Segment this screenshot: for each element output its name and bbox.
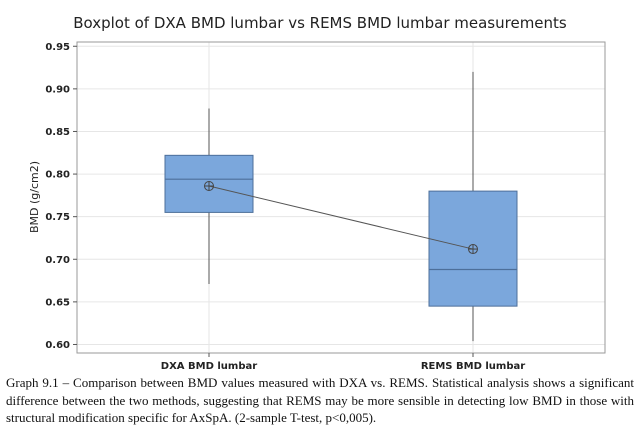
y-tick-label: 0.60 xyxy=(45,340,70,351)
y-axis-ticks: 0.60 0.65 0.70 0.75 0.80 0.85 0.90 0.95 xyxy=(45,42,77,351)
boxplot-figure: Boxplot of DXA BMD lumbar vs REMS BMD lu… xyxy=(28,14,606,370)
y-tick-label: 0.75 xyxy=(45,212,70,223)
y-tick-label: 0.65 xyxy=(45,297,70,308)
plot-frame xyxy=(76,41,606,354)
y-tick-label: 0.85 xyxy=(45,127,70,138)
y-axis-label: BMD (g/cm2) xyxy=(28,161,41,233)
y-tick-label: 0.80 xyxy=(45,170,70,181)
y-tick-label: 0.90 xyxy=(45,84,70,95)
x-tick-label: REMS BMD lumbar xyxy=(421,361,525,370)
mean-marker xyxy=(204,180,214,191)
boxplot-chart: Boxplot of DXA BMD lumbar vs REMS BMD lu… xyxy=(28,14,606,370)
y-tick-label: 0.95 xyxy=(45,42,70,53)
chart-title: Boxplot of DXA BMD lumbar vs REMS BMD lu… xyxy=(73,14,567,32)
x-tick-label: DXA BMD lumbar xyxy=(161,361,257,370)
mean-markers xyxy=(204,180,478,255)
mean-connect-line xyxy=(208,185,474,250)
mean-marker xyxy=(468,244,478,255)
x-axis-ticks: DXA BMD lumbar REMS BMD lumbar xyxy=(161,353,525,370)
y-tick-label: 0.70 xyxy=(45,255,70,266)
figure-caption: Graph 9.1 – Comparison between BMD value… xyxy=(6,375,634,425)
